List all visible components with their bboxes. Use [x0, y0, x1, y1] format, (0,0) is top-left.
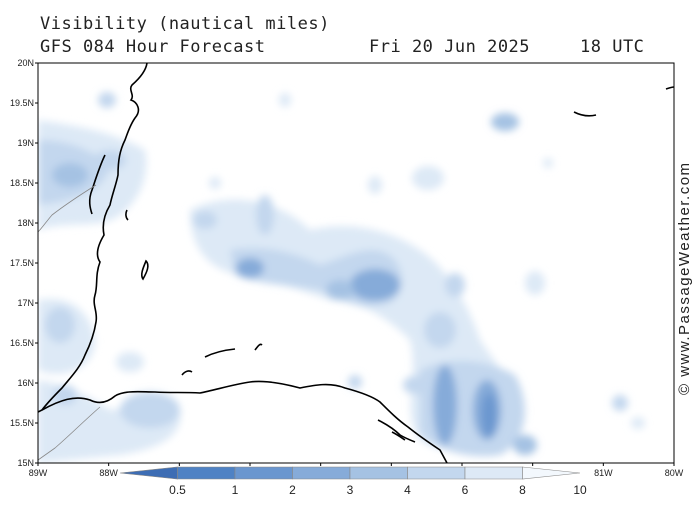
lon-tick-label: 89W [29, 468, 48, 478]
colorbar-label: 3 [347, 483, 354, 497]
forecast-model: GFS 084 Hour Forecast [40, 37, 266, 57]
lat-tick-label: 16.5N [10, 338, 34, 348]
colorbar: 0.5 1 2 3 4 6 8 10 [119, 466, 587, 497]
colorbar-swatch [292, 466, 351, 480]
colorbar-label: 8 [519, 483, 526, 497]
colorbar-label: 4 [404, 483, 411, 497]
forecast-date: Fri 20 Jun 2025 [369, 37, 531, 57]
lat-tick-label: 17N [17, 298, 34, 308]
colorbar-swatch [119, 466, 178, 480]
colorbar-swatch [234, 466, 293, 480]
colorbar-swatch [522, 466, 581, 480]
lon-tick-label: 88W [99, 468, 118, 478]
colorbar-swatch [407, 466, 466, 480]
visibility-shading [38, 92, 645, 463]
lat-tick-label: 19.5N [10, 98, 34, 108]
coastline [38, 63, 674, 463]
forecast-time: 18 UTC [580, 37, 645, 57]
colorbar-swatch [464, 466, 523, 480]
colorbar-label: 2 [289, 483, 296, 497]
map-title: Visibility (nautical miles) [40, 14, 330, 34]
colorbar-label: 1 [232, 483, 239, 497]
colorbar-swatch [349, 466, 408, 480]
lon-tick-label: 81W [594, 468, 613, 478]
colorbar-label: 6 [462, 483, 469, 497]
lat-tick-label: 16N [17, 378, 34, 388]
lat-tick-label: 20N [17, 58, 34, 68]
colorbar-label: 0.5 [169, 483, 186, 497]
lat-tick-label: 18N [17, 218, 34, 228]
credit-watermark: © www.PassageWeather.com [676, 161, 693, 395]
colorbar-swatch [177, 466, 236, 480]
colorbar-label: 10 [573, 483, 587, 497]
lon-tick-label: 80W [665, 468, 684, 478]
lat-tick-label: 19N [17, 138, 34, 148]
lat-tick-label: 17.5N [10, 258, 34, 268]
lat-tick-label: 15.5N [10, 418, 34, 428]
border-lines [38, 184, 101, 461]
lat-tick-label: 15N [17, 458, 34, 468]
lat-tick-label: 18.5N [10, 178, 34, 188]
